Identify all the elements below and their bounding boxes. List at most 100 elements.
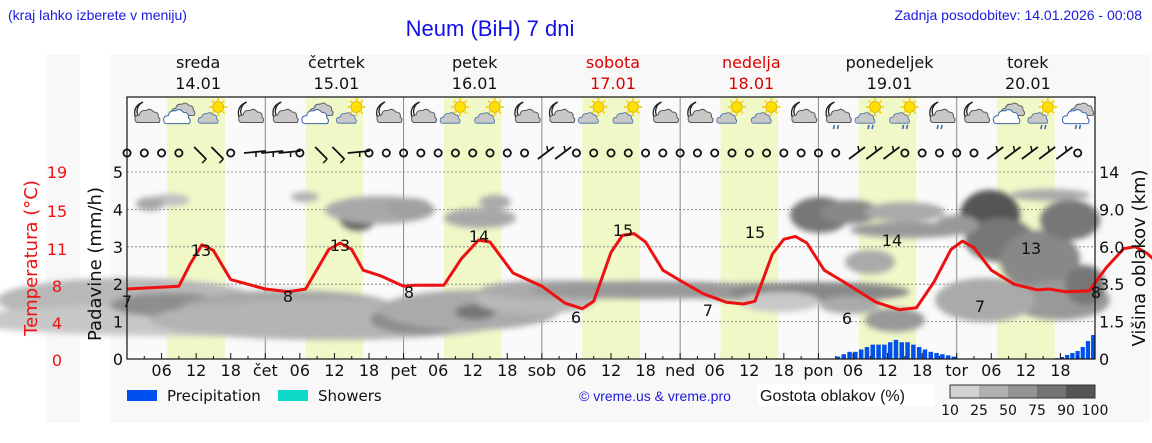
svg-text:1: 1 — [113, 313, 123, 332]
svg-text:100: 100 — [1082, 403, 1109, 419]
temp-axis-panel — [46, 55, 80, 423]
svg-text:14: 14 — [1099, 163, 1119, 182]
hour-label: 18 — [221, 361, 241, 380]
temperature-annotation: 6 — [842, 309, 852, 328]
temperature-annotation: 8 — [1091, 283, 1101, 302]
hour-label: 12 — [1016, 361, 1036, 380]
cloud-height-axis-ticks: 14 9.0 6.0 3.5 1.5 0 — [1099, 163, 1124, 369]
temperature-line — [126, 232, 1152, 312]
day-date: 19.01 — [867, 74, 913, 93]
day-abbr-label: ned — [665, 361, 695, 380]
temperature-annotation: 7 — [703, 301, 713, 320]
svg-text:6.0: 6.0 — [1099, 238, 1124, 257]
cloud-height-axis-label: Višina oblakov (km) — [1129, 169, 1150, 346]
x-axis-labels: 06 12 18 čet 06 12 18 pet 06 12 18 sob 06 12 18 ned 06 12… — [151, 361, 1070, 380]
day-name: nedelja — [722, 53, 781, 72]
day-date: 16.01 — [452, 74, 498, 93]
hour-label: 06 — [566, 361, 586, 380]
svg-text:0: 0 — [113, 350, 123, 369]
svg-text:50: 50 — [999, 403, 1017, 419]
hour-label: 06 — [843, 361, 863, 380]
hour-label: 12 — [877, 361, 897, 380]
svg-text:0: 0 — [52, 351, 62, 370]
temp-axis-label: Temperatura (°C) — [21, 180, 42, 337]
day-date: 15.01 — [314, 74, 360, 93]
hour-label: 06 — [151, 361, 171, 380]
svg-text:1.5: 1.5 — [1099, 313, 1124, 332]
page-title: Neum (BiH) 7 dni — [405, 16, 575, 41]
day-name: ponedeljek — [846, 53, 935, 72]
svg-text:19: 19 — [47, 163, 67, 182]
hour-label: 06 — [705, 361, 725, 380]
last-update: Zadnja posodobitev: 14.01.2026 - 00:08 — [894, 7, 1142, 23]
day-name: sreda — [176, 53, 220, 72]
day-date: 20.01 — [1005, 74, 1051, 93]
temperature-annotation: 7 — [975, 297, 985, 316]
svg-text:75: 75 — [1028, 403, 1046, 419]
hour-label: 12 — [601, 361, 621, 380]
temperature-annotation: 13 — [330, 236, 350, 255]
day-abbr-label: pet — [390, 361, 416, 380]
daylight-band — [582, 97, 640, 359]
svg-text:4: 4 — [113, 200, 123, 219]
hour-label: 18 — [635, 361, 655, 380]
svg-text:2: 2 — [113, 275, 123, 294]
temperature-annotation: 13 — [191, 241, 211, 260]
svg-text:5: 5 — [113, 163, 123, 182]
temperature-annotation: 8 — [404, 283, 414, 302]
cloud-density-label: Gostota oblakov (%) — [760, 388, 905, 405]
hour-label: 12 — [739, 361, 759, 380]
location-hint-link[interactable]: (kraj lahko izberete v meniju) — [8, 7, 187, 23]
svg-text:3.5: 3.5 — [1099, 275, 1124, 294]
hour-label: 18 — [359, 361, 379, 380]
temp-axis-ticks: 19 15 11 8 4 0 — [47, 163, 67, 370]
precipitation-legend-label: Precipitation — [167, 387, 261, 405]
hour-label: 06 — [981, 361, 1001, 380]
precip-axis-label: Padavine (mm/h) — [85, 187, 106, 341]
day-abbr-label: sob — [528, 361, 556, 380]
svg-text:15: 15 — [47, 202, 67, 221]
day-abbr-label: pon — [803, 361, 833, 380]
hour-label: 18 — [497, 361, 517, 380]
svg-text:90: 90 — [1057, 403, 1075, 419]
showers-legend-label: Showers — [318, 387, 382, 405]
temperature-annotation: 8 — [283, 287, 293, 306]
day-abbr-label: tor — [945, 361, 968, 380]
hour-label: 12 — [324, 361, 344, 380]
day-name: četrtek — [308, 53, 366, 72]
temperature-annotation: 14 — [469, 227, 489, 246]
temperature-annotation: 15 — [613, 221, 633, 240]
day-name: petek — [452, 53, 498, 72]
hour-label: 12 — [463, 361, 483, 380]
precip-axis-ticks: 5 4 3 2 1 0 — [113, 163, 123, 369]
svg-text:9.0: 9.0 — [1099, 200, 1124, 219]
temperature-annotation: 6 — [571, 308, 581, 327]
hour-label: 12 — [186, 361, 206, 380]
svg-text:4: 4 — [52, 314, 62, 333]
day-name: torek — [1007, 53, 1049, 72]
svg-text:0: 0 — [1099, 350, 1109, 369]
svg-text:3: 3 — [113, 238, 123, 257]
day-name: sobota — [586, 53, 640, 72]
copyright-link[interactable]: © vreme.us & vreme.pro — [579, 388, 731, 404]
svg-text:25: 25 — [970, 403, 988, 419]
temperature-annotation: 14 — [882, 231, 902, 250]
day-labels: sreda 14.01 četrtek 15.01 petek 16.01 sobota 17… — [175, 53, 1051, 93]
temperature-annotation: 13 — [1021, 239, 1041, 258]
day-date: 17.01 — [590, 74, 636, 93]
hour-label: 06 — [428, 361, 448, 380]
precipitation-swatch — [127, 390, 157, 401]
svg-text:11: 11 — [47, 240, 67, 259]
day-abbr-label: čet — [253, 361, 278, 380]
hour-label: 18 — [912, 361, 932, 380]
day-date: 18.01 — [728, 74, 774, 93]
hour-label: 18 — [1050, 361, 1070, 380]
legend: Precipitation Showers © vreme.us & vreme… — [127, 384, 1108, 419]
wind-symbols — [122, 145, 1083, 164]
precipitation-bars — [835, 335, 1096, 359]
cloud-density-colorbar: 10 25 50 75 90 100 — [941, 384, 1109, 419]
temperature-annotation: 15 — [745, 223, 765, 242]
cloud-density-field — [0, 189, 1110, 340]
hour-label: 18 — [774, 361, 794, 380]
